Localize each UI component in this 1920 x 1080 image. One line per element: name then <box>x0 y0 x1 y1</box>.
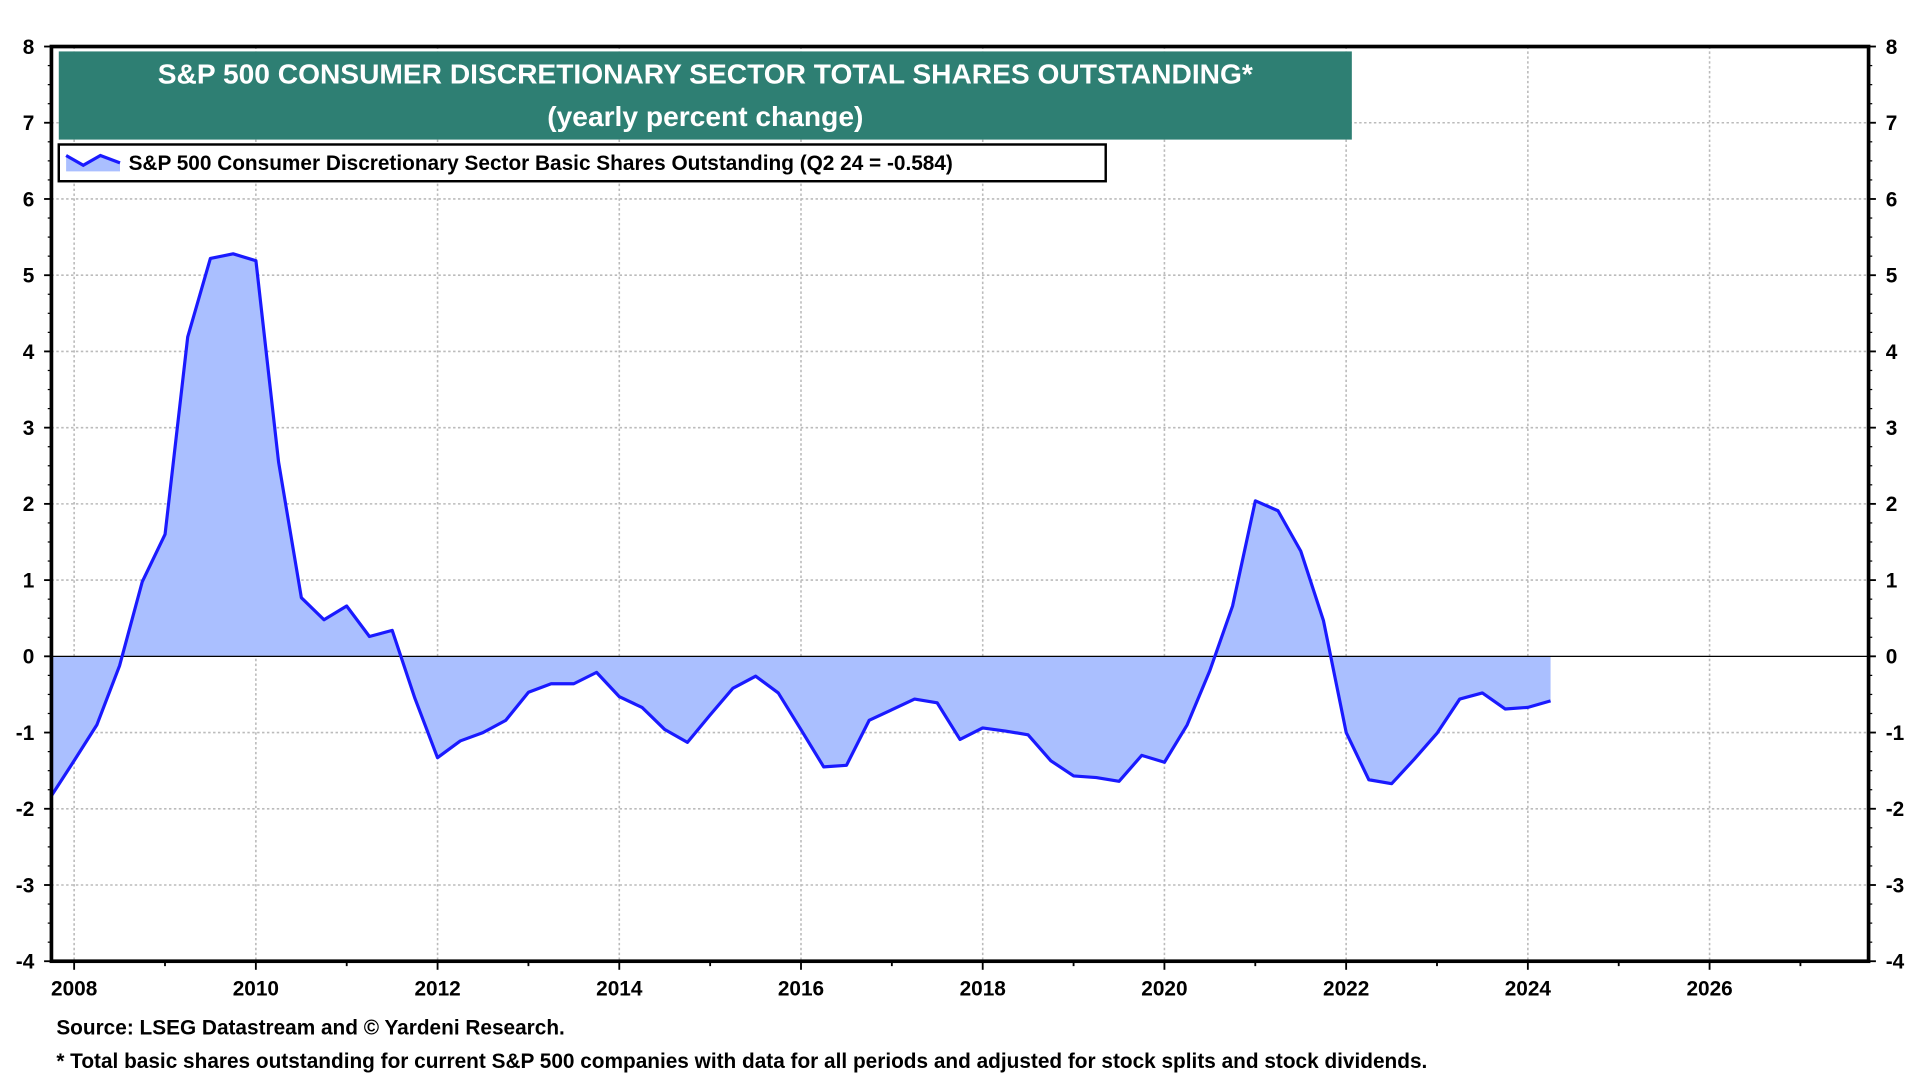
y-tick-label-left: 5 <box>23 265 35 288</box>
y-tick-label-right: -2 <box>1886 798 1905 821</box>
y-tick-label-right: -3 <box>1886 874 1905 897</box>
series-line <box>50 252 1552 797</box>
y-tick-label-left: 1 <box>23 569 35 592</box>
y-tick-label-right: 8 <box>1886 36 1898 59</box>
y-tick-label-left: -4 <box>16 951 35 974</box>
y-tick-label-left: 2 <box>23 493 35 516</box>
y-tick-label-right: 5 <box>1886 265 1898 288</box>
x-tick-label: 2012 <box>414 978 460 1001</box>
source-note: Source: LSEG Datastream and © Yardeni Re… <box>56 1017 565 1040</box>
x-tick-label: 2024 <box>1505 978 1552 1001</box>
x-tick-label: 2022 <box>1323 978 1369 1001</box>
tick-labels: -4 -4 -3 -3 -2 -2 -1 -1 0 0 1 1 2 2 3 3 4 4 5 5 6 6 7 7 8 8 2008 20… <box>16 36 1905 1001</box>
y-tick-label-left: 8 <box>23 36 35 59</box>
chart-subtitle: (yearly percent change) <box>547 101 863 132</box>
y-tick-label-left: -3 <box>16 874 35 897</box>
gridlines <box>51 46 1869 962</box>
legend-line-icon <box>65 153 121 168</box>
y-tick-label-right: 2 <box>1886 493 1898 516</box>
x-tick-label: 2018 <box>960 978 1006 1001</box>
title-box <box>58 51 1352 140</box>
x-tick-label: 2020 <box>1141 978 1187 1001</box>
y-tick-label-right: 0 <box>1886 646 1898 669</box>
x-tick-label: 2008 <box>51 978 97 1001</box>
series-area <box>51 253 1551 796</box>
x-tick-label: 2010 <box>233 978 279 1001</box>
footnote: * Total basic shares outstanding for cur… <box>56 1050 1427 1073</box>
x-tick-label: 2014 <box>596 978 643 1001</box>
y-tick-label-right: 1 <box>1886 569 1898 592</box>
chart-title: S&P 500 CONSUMER DISCRETIONARY SECTOR TO… <box>158 58 1253 89</box>
legend-label: S&P 500 Consumer Discretionary Sector Ba… <box>129 152 953 175</box>
x-tick-label: 2016 <box>778 978 824 1001</box>
x-tick-label: 2026 <box>1686 978 1732 1001</box>
y-tick-label-left: -1 <box>16 722 35 745</box>
y-tick-label-right: 6 <box>1886 188 1898 211</box>
y-tick-label-left: 6 <box>23 188 35 211</box>
y-tick-label-right: 3 <box>1886 417 1898 440</box>
y-tick-label-right: 7 <box>1886 112 1898 135</box>
y-tick-label-right: -4 <box>1886 951 1905 974</box>
y-tick-label-left: -2 <box>16 798 35 821</box>
y-tick-label-left: 0 <box>23 646 35 669</box>
y-tick-label-right: -1 <box>1886 722 1905 745</box>
legend: S&P 500 Consumer Discretionary Sector Ba… <box>57 143 1107 183</box>
y-tick-label-left: 4 <box>23 341 35 364</box>
y-tick-label-left: 3 <box>23 417 35 440</box>
y-tick-label-right: 4 <box>1886 341 1898 364</box>
axis-ticks <box>44 45 1876 970</box>
y-tick-label-left: 7 <box>23 112 35 135</box>
